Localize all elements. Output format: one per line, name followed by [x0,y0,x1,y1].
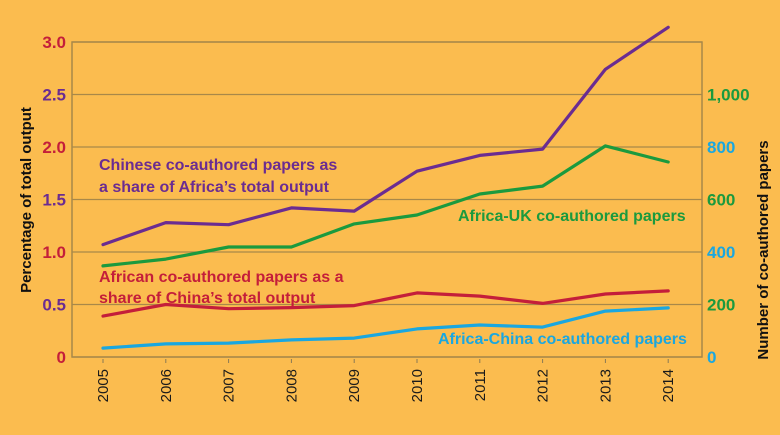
series-line-2 [101,144,670,268]
right-tick-label: 0 [707,348,716,367]
x-tick-label: 2010 [409,369,426,402]
x-tick-label: 2008 [283,369,300,402]
left-tick-label: 2.0 [42,138,66,157]
y-axis-label-right: Number of co-authored papers [755,140,772,359]
series-line-0 [101,25,670,247]
annotation-africa-uk: Africa-UK co-authored papers [458,208,686,225]
right-tick-label: 400 [707,243,735,262]
left-tick-label: 2.5 [42,86,66,105]
annotation-chinese-share: Chinese co-authored papers as a share of… [99,157,342,196]
left-tick-label: 3.0 [42,33,66,52]
left-tick-label: 1.5 [42,191,66,210]
annotation-line: Africa-UK co-authored papers [458,208,686,225]
left-tick-label: 0.5 [42,296,66,315]
left-tick-label: 0 [57,348,66,367]
right-axis-ticks: 0 200 400 600 800 1,000 [707,86,750,368]
annotation-line: African co-authored papers as a [99,269,344,286]
series-line-1 [101,289,670,318]
x-axis-ticks: 2005 2006 2007 2008 2009 2010 2011 2012 2013 2014 [95,359,677,402]
x-tick-label: 2013 [597,369,614,402]
left-axis-ticks: 0 0.5 1.0 1.5 2.0 2.5 3.0 [42,33,66,367]
annotation-line: share of China’s total output [99,290,316,307]
annotation-africa-china: Africa-China co-authored papers [438,331,687,348]
annotation-line: Africa-China co-authored papers [438,331,687,348]
x-tick-label: 2012 [535,369,552,402]
right-tick-label: 200 [707,296,735,315]
x-tick-label: 2006 [158,369,175,402]
x-tick-label: 2005 [95,369,112,402]
right-tick-label: 1,000 [707,86,750,105]
plot-frame [71,41,703,358]
annotation-line: Chinese co-authored papers as [99,157,337,174]
y-axis-label-left: Percentage of total output [18,107,35,293]
right-tick-label: 800 [707,138,735,157]
series-lines [101,25,670,350]
left-tick-label: 1.0 [42,243,66,262]
annotation-african-share: African co-authored papers as a share of… [99,269,348,307]
annotation-line: a share of Africa’s total output [99,179,330,196]
x-tick-label: 2007 [221,369,238,402]
x-tick-label: 2009 [346,369,363,402]
x-tick-label: 2014 [660,369,677,402]
series-line-3 [101,306,670,350]
x-tick-label: 2011 [472,369,489,401]
right-tick-label: 600 [707,191,735,210]
